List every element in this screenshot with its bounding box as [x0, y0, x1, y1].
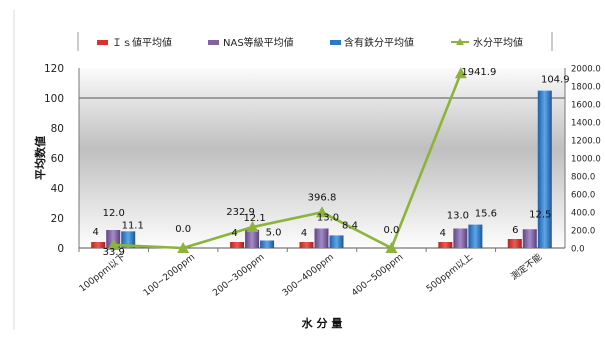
y2-tick-label: 0.0: [571, 245, 585, 255]
water-marker: [385, 242, 398, 253]
bar-nas: [314, 228, 329, 248]
y2-tick-label: 400.0: [571, 209, 595, 219]
data-label: 15.6: [475, 209, 497, 220]
legend-label-is: Ｉｓ値平均値: [112, 36, 172, 49]
y-tick-label: 80: [51, 123, 64, 135]
x-tick-label: 500ppm以上: [424, 252, 474, 295]
data-label: 13.0: [447, 211, 469, 222]
x-tick-label: 100~200ppm: [142, 252, 197, 298]
legend-label-iron: 含有鉄分平均値: [344, 36, 414, 49]
bar-series: [91, 90, 552, 249]
bar-nas: [245, 229, 260, 248]
y2-tick-label: 1400.0: [571, 119, 601, 129]
data-label: 1941.9: [461, 67, 496, 78]
water-line: [113, 72, 463, 250]
legend: Ｉｓ値平均値 NAS等級平均値 含有鉄分平均値 水分平均値: [77, 32, 553, 51]
data-label: 5.0: [266, 228, 282, 239]
bar-nas: [106, 230, 121, 248]
data-label: 104.9: [541, 75, 570, 86]
legend-swatch-is: [97, 40, 108, 45]
data-label: 12.1: [243, 213, 265, 224]
water-marker: [454, 67, 467, 79]
data-label: 396.8: [308, 192, 337, 203]
y2-tick-label: 600.0: [571, 191, 595, 201]
data-label: 232.9: [226, 207, 255, 218]
y-tick-labels: 0 20 40 60 80 100 120: [44, 63, 64, 255]
data-label: 13.0: [317, 213, 339, 224]
x-tick-label: 測定不能: [508, 251, 544, 283]
bar-iron: [329, 235, 344, 248]
legend-marker-water: [456, 38, 464, 45]
x-tick-labels: 100ppm以下 100~200ppm 200~300ppm 300~400ppm 40…: [78, 248, 544, 299]
bar-is: [438, 242, 453, 248]
data-label: 0.0: [175, 224, 191, 235]
bar-iron: [468, 224, 483, 248]
x-tick-label: 100ppm以下: [78, 252, 128, 294]
y2-tick-label: 2000.0: [571, 65, 601, 75]
x-tick-label: 200~300ppm: [211, 252, 266, 298]
data-label: 33.9: [103, 247, 125, 258]
y-axis-title: 平均数値: [33, 136, 47, 180]
data-label: 8.4: [342, 220, 358, 231]
bar-is: [507, 239, 522, 248]
legend-label-nas: NAS等級平均値: [223, 36, 294, 49]
y-tick-label: 60: [51, 153, 64, 165]
data-label: 12.5: [529, 209, 551, 220]
y2-tick-label: 200.0: [571, 227, 595, 237]
y-tick-label: 120: [44, 63, 64, 75]
bar-is: [91, 242, 106, 248]
water-marker: [107, 238, 120, 250]
y2-tick-label: 1000.0: [571, 155, 601, 165]
bar-iron: [121, 231, 136, 248]
bar-is: [230, 242, 245, 248]
bar-iron: [537, 90, 552, 249]
bar-is: [299, 242, 314, 248]
water-marker: [246, 221, 259, 233]
x-axis-title: 水 分 量: [302, 316, 343, 330]
data-label: 0.0: [383, 225, 399, 236]
data-label: 12.0: [103, 208, 125, 219]
y2-tick-label: 1200.0: [571, 137, 601, 147]
y-tick-label: 40: [51, 183, 64, 195]
y2-tick-label: 800.0: [571, 173, 595, 183]
legend-swatch-nas: [208, 40, 219, 45]
data-label: 4: [231, 228, 237, 239]
bar-nas: [453, 228, 468, 248]
data-labels: 4 4 4 4 6 12.0 12.1 13.0 13.0 12.5 11.1 5.0 8.4 15.6 1…: [93, 67, 570, 258]
data-label: 6: [512, 225, 518, 236]
y2-tick-labels: 0.0 200.0 400.0 600.0 800.0 1000.0 1200.0 1400.…: [571, 65, 601, 255]
y-tick-label: 0: [57, 243, 64, 255]
x-tick-label: 300~400ppm: [281, 252, 336, 298]
x-tick-label: 400~500ppm: [350, 252, 405, 298]
line-series: [107, 67, 467, 253]
y2-tick-label: 1600.0: [571, 101, 601, 111]
bar-iron: [260, 240, 275, 248]
y-tick-label: 20: [51, 213, 64, 225]
data-label: 11.1: [122, 220, 144, 231]
legend-label-water: 水分平均値: [473, 36, 523, 49]
data-label: 4: [301, 228, 307, 239]
bar-nas: [522, 229, 537, 248]
legend-swatch-iron: [330, 40, 341, 45]
y2-tick-label: 1800.0: [571, 83, 601, 93]
data-label: 4: [440, 228, 446, 239]
water-marker: [316, 206, 328, 218]
y-tick-label: 100: [44, 93, 64, 105]
data-label: 4: [93, 227, 99, 238]
water-marker: [177, 242, 190, 253]
